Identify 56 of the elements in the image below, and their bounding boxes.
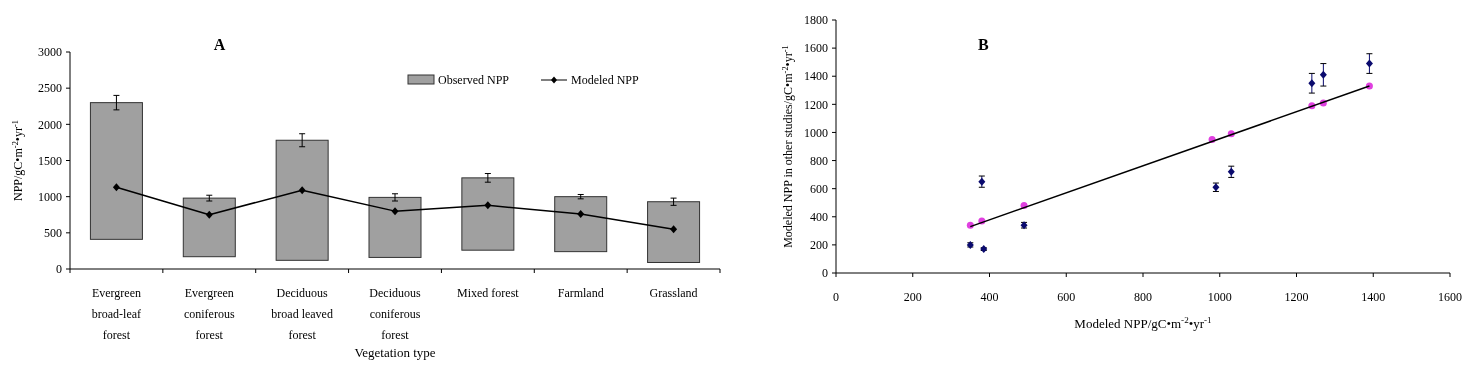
y-tick-label: 1500 xyxy=(38,153,62,168)
point xyxy=(1308,79,1316,88)
y-tick-label: 1200 xyxy=(804,97,828,112)
point xyxy=(205,210,213,219)
y-tick-label: 2000 xyxy=(38,117,62,132)
y-tick-label: 0 xyxy=(822,266,828,281)
x-tick-label: 200 xyxy=(903,290,922,304)
legend-label: Modeled NPP xyxy=(571,73,639,88)
y-tick-label: 500 xyxy=(44,226,62,241)
x-tick-label: 0 xyxy=(833,290,839,304)
bar xyxy=(647,201,701,263)
point xyxy=(670,225,678,234)
y-tick-label: 800 xyxy=(810,153,828,168)
bar xyxy=(182,197,236,258)
bar xyxy=(275,139,329,261)
y-tick-label: 1000 xyxy=(38,189,62,204)
y-tick-label: 600 xyxy=(810,181,828,196)
x-tick-label: Deciduous broad leaved forest xyxy=(271,286,333,342)
point xyxy=(484,201,492,210)
x-tick-label: 1000 xyxy=(1207,290,1232,304)
chart-title: A xyxy=(213,36,226,53)
point xyxy=(1319,70,1327,79)
point xyxy=(112,183,120,192)
x-axis-title: Modeled NPP/gC•m$^{-2}$•yr$^{-1}$ xyxy=(1074,315,1212,331)
point xyxy=(577,210,585,219)
x-tick-label: Grassland xyxy=(649,286,698,300)
y-tick-label: 1800 xyxy=(804,13,828,28)
x-tick-label: 1600 xyxy=(1438,290,1462,304)
y-tick-label: 0 xyxy=(56,262,62,277)
y-tick-label: 2500 xyxy=(38,81,62,96)
bar xyxy=(554,196,608,253)
y-tick-label: 200 xyxy=(810,238,828,253)
y-tick-label: 1600 xyxy=(804,41,828,56)
y-tick-label: 3000 xyxy=(38,45,62,60)
x-tick-label: Evergreen broad-leaf forest xyxy=(91,286,142,342)
x-tick-label: Farmland xyxy=(557,286,604,300)
point xyxy=(391,207,399,216)
bar xyxy=(89,102,143,240)
x-tick-label: 600 xyxy=(1057,290,1076,304)
point xyxy=(1365,59,1373,68)
x-axis-title: Vegetation type xyxy=(354,345,436,360)
point xyxy=(298,186,306,195)
y-tick-label: 400 xyxy=(810,209,828,224)
x-tick-label: 1200 xyxy=(1284,290,1309,304)
x-tick-label: Evergreen coniferous forest xyxy=(183,286,235,342)
y-tick-label: 1000 xyxy=(804,125,828,140)
y-tick-label: 1400 xyxy=(804,69,828,84)
text: B xyxy=(978,36,990,53)
bar xyxy=(461,177,515,251)
x-tick-label: 1400 xyxy=(1361,290,1386,304)
x-tick-label: 400 xyxy=(980,290,999,304)
x-tick-label: Deciduous coniferous forest xyxy=(369,286,421,342)
x-tick-label: Mixed forest xyxy=(457,286,520,300)
x-tick-label: 800 xyxy=(1134,290,1152,304)
bar xyxy=(368,196,422,258)
legend-label: Observed NPP xyxy=(438,73,510,88)
